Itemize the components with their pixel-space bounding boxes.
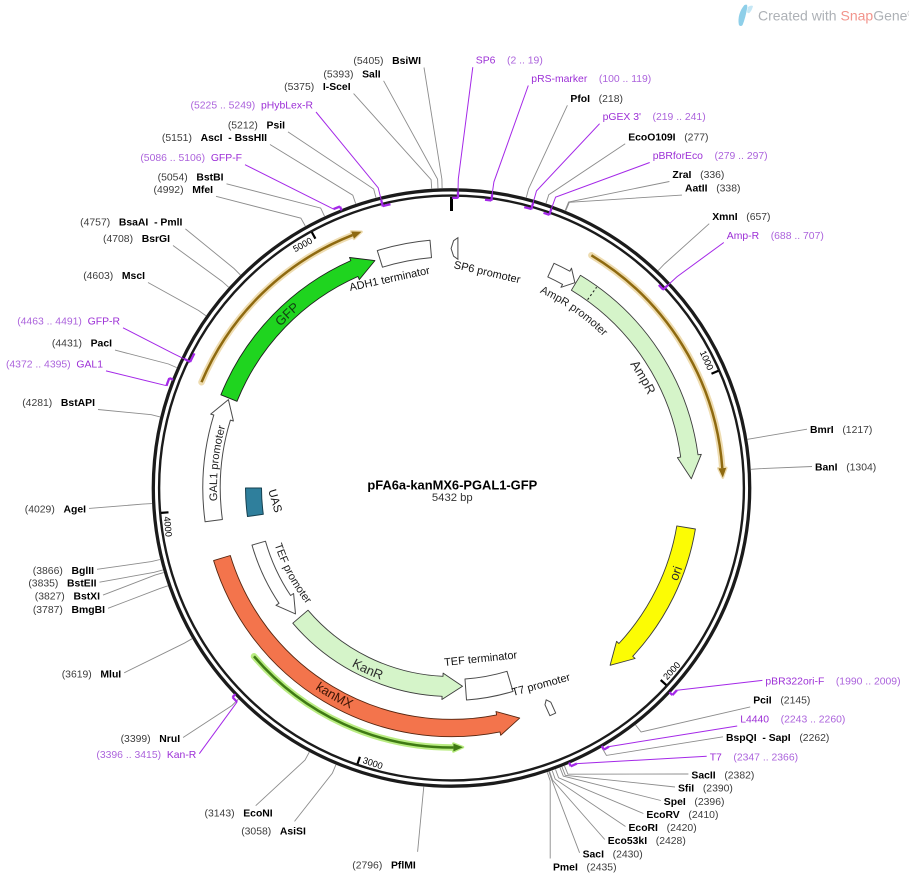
svg-text:BanI (1304): BanI (1304) [815,463,876,474]
svg-text:SacII (2382): SacII (2382) [691,771,754,782]
svg-text:pGEX 3' (219 .. 241): pGEX 3' (219 .. 241) [603,112,706,123]
svg-text:(4029) AgeI: (4029) AgeI [25,504,86,515]
svg-text:(4281) BstAPI: (4281) BstAPI [22,398,95,409]
svg-text:(3619) MluI: (3619) MluI [62,669,122,680]
svg-text:(3835) BstEII: (3835) BstEII [28,579,96,590]
svg-text:(4757) BsaAI - PmlI: (4757) BsaAI - PmlI [80,217,182,228]
svg-text:(4372 .. 4395) GAL1: (4372 .. 4395) GAL1 [6,359,103,370]
svg-text:Eco53kI (2428): Eco53kI (2428) [608,836,686,847]
svg-text:EcoO109I (277): EcoO109I (277) [628,132,708,143]
svg-text:(4992) MfeI: (4992) MfeI [154,185,214,196]
svg-text:(4431) PacI: (4431) PacI [52,339,112,350]
svg-text:T7 (2347 .. 2366): T7 (2347 .. 2366) [710,752,798,763]
svg-text:(5375) I-SceI: (5375) I-SceI [284,82,351,93]
svg-text:L4440 (2243 .. 2260): L4440 (2243 .. 2260) [740,715,845,726]
svg-text:BmrI (1217): BmrI (1217) [810,425,872,436]
svg-text:(4603) MscI: (4603) MscI [83,271,145,282]
svg-text:ZraI (336): ZraI (336) [672,170,724,181]
svg-text:(2796) PflMI: (2796) PflMI [352,861,416,872]
svg-text:(3866) BglII: (3866) BglII [33,566,94,577]
svg-text:SP6 (2 .. 19): SP6 (2 .. 19) [476,56,543,67]
svg-text:SfiI (2390): SfiI (2390) [678,784,733,795]
svg-text:5432 bp: 5432 bp [432,492,473,504]
svg-text:Amp-R (688 .. 707): Amp-R (688 .. 707) [727,231,824,242]
svg-text:(5393) SalI: (5393) SalI [323,69,380,80]
svg-text:pBRforEco (279 .. 297): pBRforEco (279 .. 297) [653,151,768,162]
svg-text:(3827) BstXI: (3827) BstXI [35,592,100,603]
svg-text:pBR322ori-F (1990 .. 2009): pBR322ori-F (1990 .. 2009) [765,676,900,687]
svg-text:BspQI - SapI (2262): BspQI - SapI (2262) [726,733,829,744]
svg-text:(3396 .. 3415) Kan-R: (3396 .. 3415) Kan-R [96,750,196,761]
svg-text:(5054) BstBI: (5054) BstBI [158,172,224,183]
svg-text:(4708) BsrGI: (4708) BsrGI [103,234,170,245]
svg-text:EcoRV (2410): EcoRV (2410) [646,810,718,821]
svg-text:(5151) AscI - BssHII: (5151) AscI - BssHII [162,133,267,144]
svg-text:(3143) EcoNI: (3143) EcoNI [205,809,273,820]
svg-text:SpeI (2396): SpeI (2396) [664,797,725,808]
svg-text:(5225 .. 5249) pHybLex-R: (5225 .. 5249) pHybLex-R [191,101,314,112]
svg-text:PmeI (2435): PmeI (2435) [553,862,617,873]
svg-text:PciI (2145): PciI (2145) [753,695,810,706]
svg-text:PfoI (218): PfoI (218) [570,94,623,105]
svg-text:Created with SnapGene®: Created with SnapGene® [758,8,909,24]
svg-text:(3787) BmgBI: (3787) BmgBI [33,605,105,616]
svg-text:SacI (2430): SacI (2430) [583,849,643,860]
svg-text:pRS-marker (100 .. 119): pRS-marker (100 .. 119) [531,74,651,85]
svg-text:(4463 .. 4491) GFP-R: (4463 .. 4491) GFP-R [17,316,120,327]
svg-text:XmnI (657): XmnI (657) [712,212,770,223]
svg-text:(3399) NruI: (3399) NruI [121,734,181,745]
svg-text:(5086 .. 5106) GFP-F: (5086 .. 5106) GFP-F [140,153,242,164]
svg-text:ori: ori [666,564,685,583]
svg-text:(3058) AsiSI: (3058) AsiSI [241,827,306,838]
svg-text:EcoRI (2420): EcoRI (2420) [629,823,697,834]
svg-text:4000: 4000 [162,516,174,537]
svg-text:AatII (338): AatII (338) [685,184,740,195]
svg-text:(5212) PsiI: (5212) PsiI [228,120,285,131]
svg-text:(5405) BsiWI: (5405) BsiWI [353,56,421,67]
svg-text:pFA6a-kanMX6-PGAL1-GFP: pFA6a-kanMX6-PGAL1-GFP [367,478,537,493]
